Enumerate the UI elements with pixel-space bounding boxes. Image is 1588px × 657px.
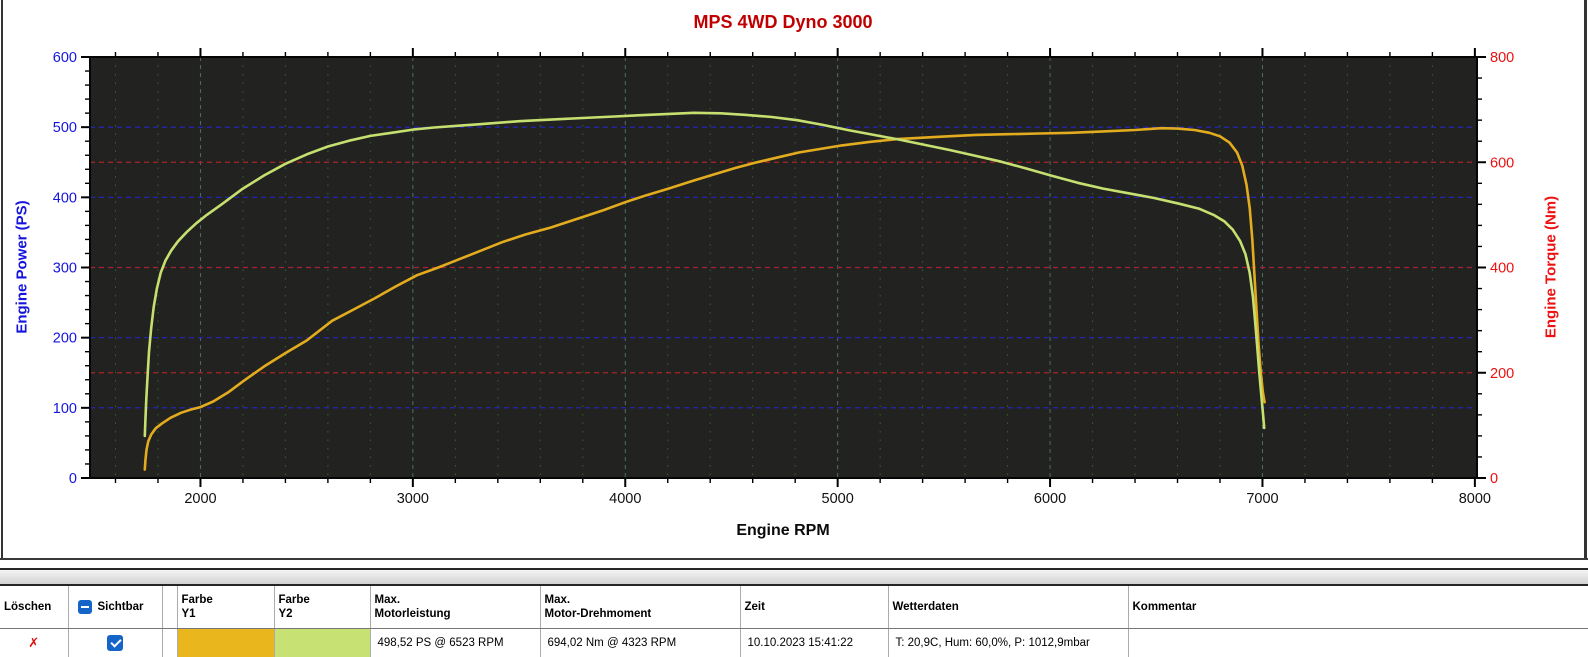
x-tick-label: 5000: [822, 491, 854, 507]
minus-icon: [81, 606, 89, 608]
kommentar-cell[interactable]: [1128, 629, 1588, 657]
col-header-farbe-y2: Farbe Y2: [274, 586, 370, 629]
x-tick-label: 8000: [1459, 491, 1491, 507]
panel-splitter[interactable]: [0, 568, 1588, 586]
y-right-tick-label: 600: [1490, 155, 1514, 171]
x-tick-label: 7000: [1246, 491, 1278, 507]
y-left-tick-label: 400: [53, 190, 77, 206]
col-header-farbe-y1: Farbe Y1: [177, 586, 274, 629]
y-right-axis-label: Engine Torque (Nm): [1543, 196, 1560, 338]
color-swatch-y2[interactable]: [275, 629, 370, 657]
col-header-max-motorleistung: Max. Motorleistung: [370, 586, 540, 629]
col-header-loeschen: Löschen: [0, 586, 68, 629]
spacer-cell: [162, 629, 177, 657]
y-left-tick-label: 500: [53, 120, 77, 136]
y-right-tick-label: 200: [1490, 366, 1514, 382]
max-torque-cell: 694,02 Nm @ 4323 RPM: [540, 629, 740, 657]
col-header-spacer: [162, 586, 177, 629]
delete-run-button[interactable]: ✗: [28, 636, 39, 651]
x-tick-label: 3000: [397, 491, 429, 507]
col-header-wetterdaten: Wetterdaten: [888, 586, 1128, 629]
x-tick-label: 2000: [184, 491, 216, 507]
y-left-tick-label: 300: [53, 261, 77, 277]
y-left-tick-label: 600: [53, 50, 77, 66]
max-power-cell: 498,52 PS @ 6523 RPM: [370, 629, 540, 657]
y-right-tick-label: 800: [1490, 50, 1514, 66]
x-axis-label: Engine RPM: [736, 522, 829, 540]
wetterdaten-cell: T: 20,9C, Hum: 60,0%, P: 1012,9mbar: [888, 629, 1128, 657]
y-right-tick-label: 0: [1490, 471, 1498, 487]
color-swatch-y1[interactable]: [178, 629, 274, 657]
y-left-axis-label: Engine Power (PS): [14, 200, 31, 333]
y-left-tick-label: 0: [69, 471, 77, 487]
select-all-visible-checkbox[interactable]: [78, 600, 92, 614]
col-header-max-motor-drehmoment: Max. Motor-Drehmoment: [540, 586, 740, 629]
chart-title: MPS 4WD Dyno 3000: [693, 12, 872, 33]
panel-right-border: [1584, 0, 1587, 560]
y-right-tick-label: 400: [1490, 261, 1514, 277]
zeit-cell: 10.10.2023 15:41:22: [740, 629, 888, 657]
x-tick-label: 4000: [609, 491, 641, 507]
runs-table: Löschen Sichtbar Farbe Y1 Farbe Y2 Max. …: [0, 586, 1588, 657]
y-left-tick-label: 100: [53, 401, 77, 417]
run-row[interactable]: ✗ 498,52 PS @ 6523 RPM 694,02 Nm @ 4323 …: [0, 629, 1588, 657]
table-header-row: Löschen Sichtbar Farbe Y1 Farbe Y2 Max. …: [0, 586, 1588, 629]
visible-checkbox[interactable]: [107, 635, 123, 651]
panel-bottom-border: [0, 558, 1588, 560]
col-header-sichtbar: Sichtbar: [68, 586, 162, 629]
x-tick-label: 6000: [1034, 491, 1066, 507]
y-left-tick-label: 200: [53, 331, 77, 347]
col-header-kommentar: Kommentar: [1128, 586, 1588, 629]
col-header-zeit: Zeit: [740, 586, 888, 629]
panel-left-border: [1, 0, 3, 560]
